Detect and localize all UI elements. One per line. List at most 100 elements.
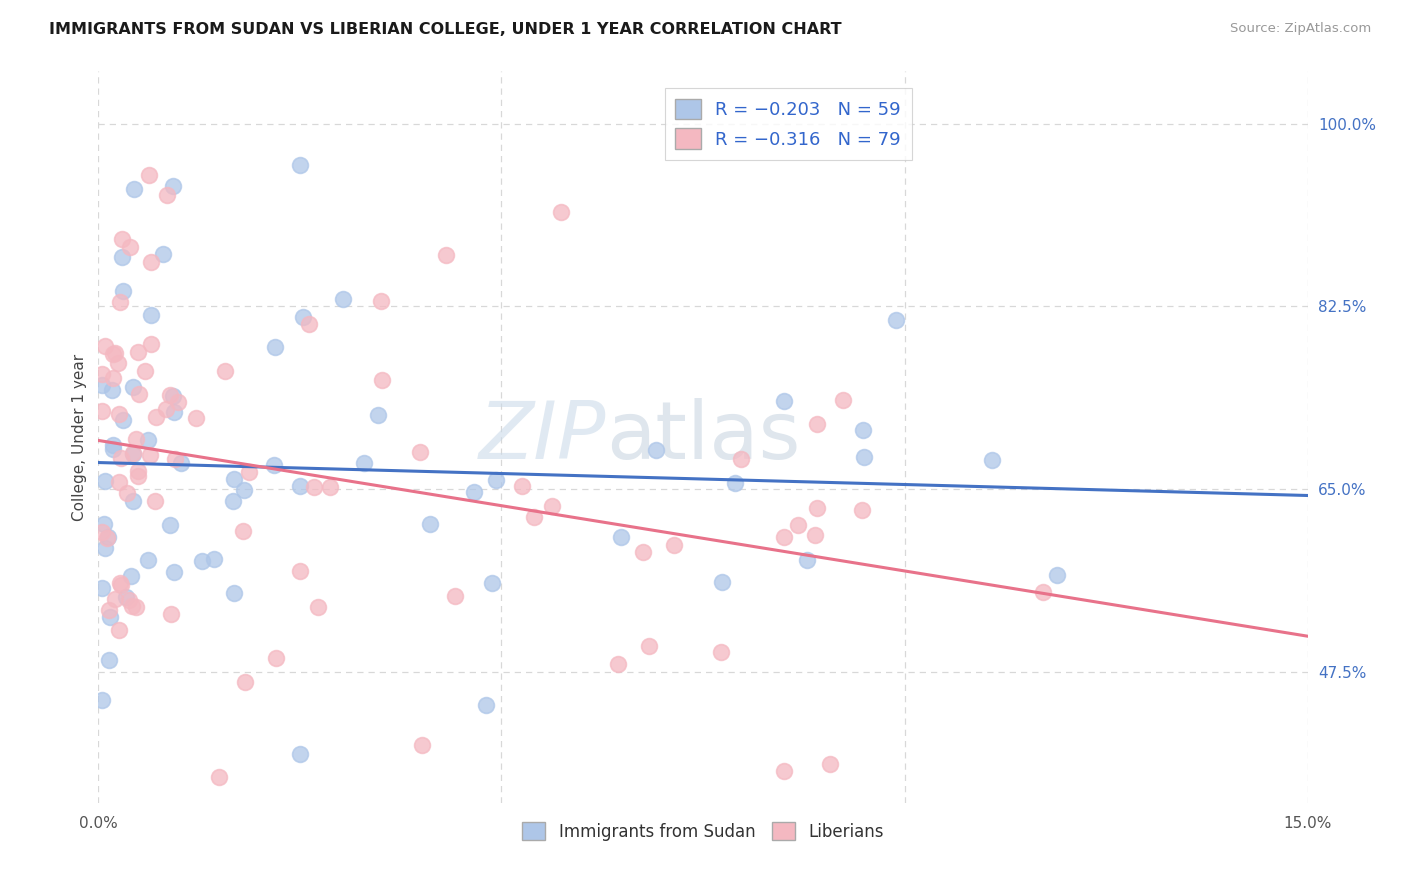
Point	[367, 408, 389, 422]
Point	[122, 447, 145, 461]
Point	[463, 485, 485, 500]
Point	[232, 483, 254, 497]
Point	[434, 248, 457, 262]
Point	[1046, 568, 1069, 582]
Point	[263, 458, 285, 472]
Point	[222, 493, 245, 508]
Point	[806, 501, 828, 516]
Point	[832, 393, 855, 408]
Point	[100, 609, 122, 624]
Point	[371, 373, 394, 387]
Point	[104, 591, 127, 606]
Point	[307, 599, 329, 614]
Point	[101, 442, 124, 456]
Text: IMMIGRANTS FROM SUDAN VS LIBERIAN COLLEGE, UNDER 1 YEAR CORRELATION CHART: IMMIGRANTS FROM SUDAN VS LIBERIAN COLLEG…	[49, 22, 842, 37]
Point	[796, 553, 818, 567]
Point	[103, 347, 125, 361]
Point	[186, 411, 208, 425]
Point	[104, 346, 127, 360]
Legend: Immigrants from Sudan, Liberians: Immigrants from Sudan, Liberians	[513, 814, 893, 849]
Point	[141, 255, 163, 269]
Point	[125, 432, 148, 446]
Point	[141, 308, 163, 322]
Point	[224, 585, 246, 599]
Point	[298, 318, 321, 332]
Point	[134, 364, 156, 378]
Point	[166, 394, 188, 409]
Point	[319, 480, 342, 494]
Point	[139, 448, 162, 462]
Point	[93, 339, 115, 353]
Point	[122, 182, 145, 196]
Point	[97, 653, 120, 667]
Point	[804, 528, 827, 542]
Point	[101, 438, 124, 452]
Point	[370, 294, 392, 309]
Point	[91, 524, 114, 539]
Point	[550, 204, 572, 219]
Point	[162, 389, 184, 403]
Point	[111, 251, 134, 265]
Point	[103, 371, 125, 385]
Point	[125, 600, 148, 615]
Point	[291, 310, 314, 324]
Point	[772, 764, 794, 779]
Point	[145, 410, 167, 425]
Point	[110, 578, 132, 592]
Point	[409, 444, 432, 458]
Point	[233, 674, 256, 689]
Point	[94, 474, 117, 488]
Point	[91, 367, 114, 381]
Point	[120, 569, 142, 583]
Point	[884, 312, 907, 326]
Point	[411, 738, 433, 752]
Point	[238, 465, 260, 479]
Point	[510, 479, 533, 493]
Point	[91, 582, 114, 596]
Point	[208, 770, 231, 784]
Point	[607, 657, 630, 672]
Text: atlas: atlas	[606, 398, 800, 476]
Point	[93, 516, 115, 531]
Point	[127, 344, 149, 359]
Point	[474, 698, 496, 712]
Point	[288, 564, 311, 578]
Point	[163, 405, 186, 419]
Point	[138, 168, 160, 182]
Point	[100, 384, 122, 398]
Point	[818, 756, 841, 771]
Point	[163, 451, 186, 466]
Point	[191, 554, 214, 568]
Point	[645, 442, 668, 457]
Point	[91, 403, 114, 417]
Point	[214, 364, 236, 378]
Point	[264, 651, 287, 665]
Point	[122, 380, 145, 394]
Point	[136, 553, 159, 567]
Point	[98, 603, 121, 617]
Point	[773, 530, 796, 544]
Point	[107, 623, 129, 637]
Point	[711, 574, 734, 589]
Point	[481, 575, 503, 590]
Point	[662, 538, 685, 552]
Point	[108, 407, 131, 421]
Y-axis label: College, Under 1 year: College, Under 1 year	[72, 353, 87, 521]
Point	[523, 510, 546, 524]
Point	[852, 423, 875, 437]
Point	[111, 413, 134, 427]
Point	[111, 232, 134, 246]
Point	[118, 593, 141, 607]
Point	[540, 499, 562, 513]
Point	[127, 464, 149, 478]
Point	[169, 456, 191, 470]
Point	[288, 747, 311, 761]
Point	[152, 247, 174, 261]
Point	[160, 607, 183, 622]
Point	[121, 599, 143, 613]
Point	[163, 565, 186, 579]
Point	[162, 178, 184, 193]
Point	[224, 472, 246, 486]
Point	[444, 590, 467, 604]
Point	[127, 469, 149, 483]
